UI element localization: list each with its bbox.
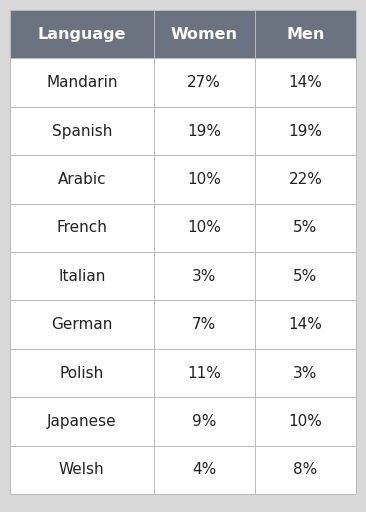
Bar [154, 155, 255, 204]
Text: German: German [51, 317, 112, 332]
Bar [10, 397, 154, 445]
Text: 19%: 19% [187, 123, 221, 139]
Bar [255, 252, 356, 301]
Bar [10, 252, 154, 301]
Text: 8%: 8% [294, 462, 318, 477]
Text: 10%: 10% [187, 172, 221, 187]
Bar [154, 252, 255, 301]
Text: Spanish: Spanish [52, 123, 112, 139]
Text: Women: Women [171, 27, 238, 41]
Bar [154, 10, 255, 58]
Bar [154, 58, 255, 107]
Text: French: French [56, 220, 107, 236]
Text: 3%: 3% [192, 269, 216, 284]
Bar [255, 204, 356, 252]
Bar [10, 58, 154, 107]
Text: Polish: Polish [60, 366, 104, 380]
Bar [255, 445, 356, 494]
Text: Arabic: Arabic [57, 172, 106, 187]
Text: Japanese: Japanese [47, 414, 117, 429]
Bar [10, 445, 154, 494]
Bar [154, 397, 255, 445]
Bar [154, 107, 255, 155]
Text: Men: Men [286, 27, 325, 41]
Text: 14%: 14% [288, 317, 322, 332]
Text: 10%: 10% [288, 414, 322, 429]
Text: 11%: 11% [187, 366, 221, 380]
Text: Mandarin: Mandarin [46, 75, 117, 90]
Bar [255, 301, 356, 349]
Bar [154, 301, 255, 349]
Bar [154, 445, 255, 494]
Bar [10, 10, 154, 58]
Text: 7%: 7% [192, 317, 216, 332]
Text: 9%: 9% [192, 414, 216, 429]
Text: 14%: 14% [288, 75, 322, 90]
Text: 4%: 4% [192, 462, 216, 477]
Text: 22%: 22% [288, 172, 322, 187]
Bar [255, 107, 356, 155]
Bar [10, 107, 154, 155]
Bar [10, 204, 154, 252]
Bar [154, 349, 255, 397]
Text: 5%: 5% [294, 269, 318, 284]
Bar [255, 397, 356, 445]
Text: 27%: 27% [187, 75, 221, 90]
Bar [255, 155, 356, 204]
Text: Welsh: Welsh [59, 462, 105, 477]
Text: Italian: Italian [58, 269, 105, 284]
Text: 10%: 10% [187, 220, 221, 236]
Text: 3%: 3% [293, 366, 318, 380]
Bar [255, 349, 356, 397]
Text: 19%: 19% [288, 123, 322, 139]
Bar [255, 10, 356, 58]
Text: 5%: 5% [294, 220, 318, 236]
Bar [255, 58, 356, 107]
Bar [10, 301, 154, 349]
Text: Language: Language [38, 27, 126, 41]
Bar [10, 155, 154, 204]
Bar [154, 204, 255, 252]
Bar [10, 349, 154, 397]
